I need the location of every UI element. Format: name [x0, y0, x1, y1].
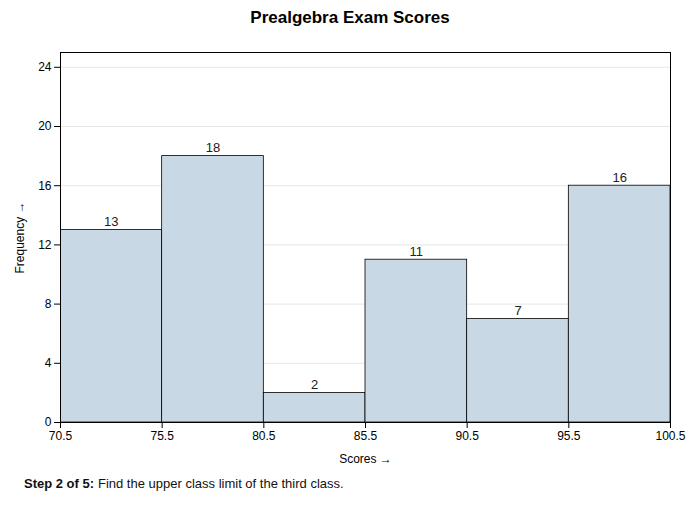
svg-text:70.5: 70.5	[49, 429, 73, 443]
svg-text:Frequency →: Frequency →	[13, 201, 27, 273]
svg-text:12: 12	[38, 238, 52, 252]
svg-text:16: 16	[612, 170, 626, 185]
svg-text:7: 7	[514, 303, 521, 318]
svg-text:13: 13	[104, 214, 118, 229]
html-text:Prealgebra Exam Scores: Prealgebra Exam Scores	[250, 8, 450, 27]
svg-text:80.5: 80.5	[252, 429, 276, 443]
svg-text:0: 0	[45, 415, 52, 429]
svg-text:4: 4	[45, 356, 52, 370]
svg-text:75.5: 75.5	[150, 429, 174, 443]
svg-text:Scores →: Scores →	[339, 452, 392, 466]
svg-text:11: 11	[410, 244, 424, 259]
svg-text:18: 18	[206, 140, 220, 155]
svg-text:90.5: 90.5	[455, 429, 479, 443]
svg-text:8: 8	[45, 297, 52, 311]
svg-text:2: 2	[311, 377, 318, 392]
html-text:Step 2 of 5: Find the upper cl: Step 2 of 5: Find the upper class limit …	[24, 476, 344, 491]
svg-text:20: 20	[38, 119, 52, 133]
svg-text:24: 24	[38, 60, 52, 74]
svg-text:85.5: 85.5	[354, 429, 378, 443]
svg-text:100.5: 100.5	[655, 429, 685, 443]
svg-text:95.5: 95.5	[557, 429, 581, 443]
svg-text:16: 16	[38, 179, 52, 193]
